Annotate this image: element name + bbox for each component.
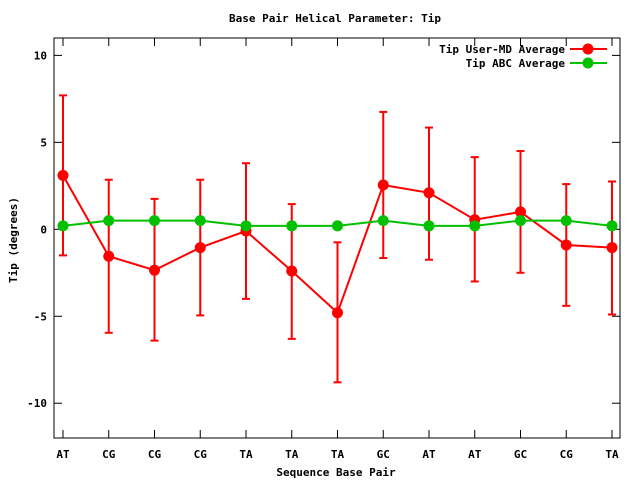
- x-tick-label: AT: [56, 448, 70, 461]
- legend-marker: [582, 57, 594, 69]
- y-tick-label: 10: [34, 49, 47, 62]
- y-axis-ticks: -10 -5 0 5 10: [27, 49, 620, 410]
- data-point-abc: [377, 215, 389, 227]
- data-point-user-md: [57, 169, 69, 181]
- y-tick-label: -10: [27, 397, 47, 410]
- data-point-abc: [423, 220, 435, 232]
- data-point-user-md: [149, 264, 160, 276]
- data-point-user-md: [286, 265, 298, 277]
- x-tick-label: TA: [331, 448, 345, 461]
- chart-title: Base Pair Helical Parameter: Tip: [229, 12, 441, 25]
- x-axis-ticks: AT CG CG CG TA TA TA GC AT AT GC CG TA: [56, 38, 619, 461]
- legend-marker: [582, 43, 594, 55]
- data-point-user-md: [332, 307, 343, 319]
- x-tick-label: GC: [377, 448, 390, 461]
- data-point-user-md: [423, 187, 435, 199]
- x-tick-label: CG: [194, 448, 208, 461]
- x-tick-label: TA: [239, 448, 253, 461]
- y-tick-label: -5: [34, 310, 47, 323]
- series-layer: [57, 94, 618, 384]
- x-tick-label: AT: [468, 448, 482, 461]
- data-point-user-md: [194, 242, 206, 254]
- data-point-abc: [332, 220, 343, 232]
- x-tick-label: TA: [605, 448, 619, 461]
- x-tick-label: CG: [560, 448, 574, 461]
- data-point-abc: [515, 215, 526, 227]
- series-abc: [57, 215, 618, 232]
- y-tick-label: 5: [40, 136, 47, 149]
- data-point-abc: [103, 215, 115, 227]
- data-point-abc: [57, 220, 69, 232]
- x-tick-label: AT: [422, 448, 436, 461]
- data-point-user-md: [606, 242, 618, 254]
- y-axis-label: Tip (degrees): [7, 197, 20, 283]
- data-point-user-md: [377, 179, 389, 191]
- data-point-user-md: [560, 239, 572, 251]
- data-point-user-md: [103, 250, 115, 262]
- x-tick-label: GC: [514, 448, 527, 461]
- data-point-abc: [240, 220, 252, 232]
- data-point-abc: [286, 220, 298, 232]
- x-tick-label: CG: [148, 448, 162, 461]
- x-tick-label: CG: [102, 448, 116, 461]
- data-point-abc: [194, 215, 206, 227]
- x-tick-label: TA: [285, 448, 299, 461]
- data-point-abc: [606, 220, 618, 232]
- data-point-abc: [560, 215, 572, 227]
- data-point-abc: [469, 220, 481, 232]
- legend-label: Tip User-MD Average: [439, 43, 565, 56]
- y-tick-label: 0: [40, 223, 47, 236]
- data-point-user-md: [515, 206, 526, 218]
- data-point-abc: [149, 215, 160, 227]
- series-user-md: [57, 94, 618, 384]
- x-axis-label: Sequence Base Pair: [276, 466, 396, 479]
- legend-label: Tip ABC Average: [466, 57, 566, 70]
